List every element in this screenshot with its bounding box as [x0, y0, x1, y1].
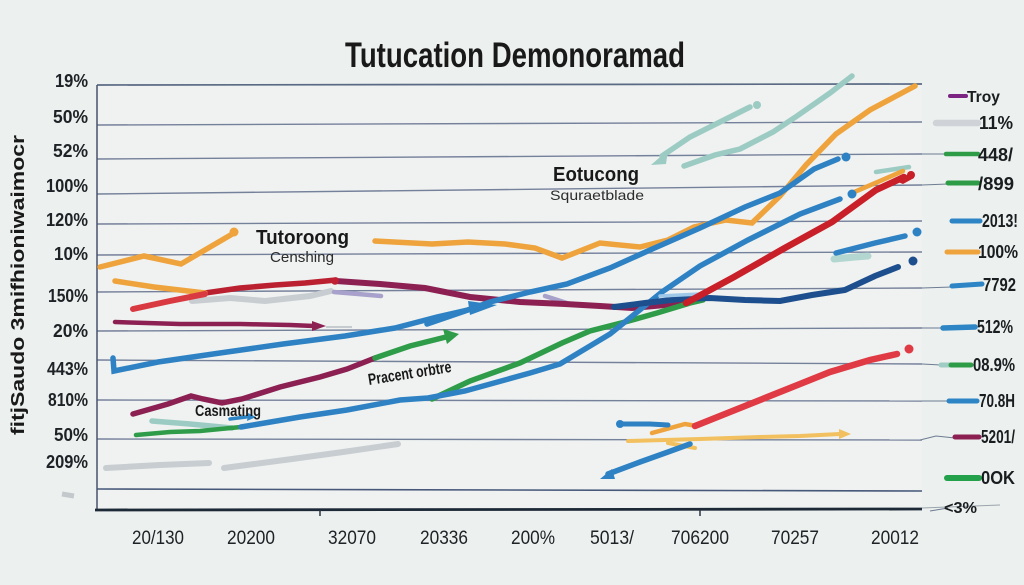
svg-text:Casmating: Casmating [195, 403, 261, 420]
svg-text:5201/: 5201/ [981, 427, 1015, 447]
svg-text:0OK: 0OK [981, 468, 1015, 488]
svg-text:100%: 100% [46, 176, 88, 196]
svg-text:706200: 706200 [671, 528, 729, 549]
svg-text:443%: 443% [47, 359, 88, 379]
svg-text:150%: 150% [48, 286, 88, 306]
svg-text:70.8H: 70.8H [979, 391, 1015, 411]
svg-text:2013!: 2013! [982, 211, 1018, 231]
svg-text:448/: 448/ [978, 145, 1013, 165]
svg-text:120%: 120% [46, 210, 88, 230]
svg-text:20012: 20012 [871, 528, 919, 549]
svg-text:11%: 11% [979, 113, 1013, 133]
svg-text:08.9%: 08.9% [973, 355, 1015, 375]
svg-text:209%: 209% [46, 452, 88, 472]
svg-text:512%: 512% [977, 317, 1013, 337]
svg-text:<3%: <3% [944, 500, 977, 517]
svg-text:50%: 50% [53, 107, 88, 127]
svg-text:20200: 20200 [227, 528, 275, 549]
svg-text:32070: 32070 [328, 528, 376, 549]
svg-text:Tutoroong: Tutoroong [256, 227, 349, 249]
svg-text:fitjSaudo 3mifhioniwaimocr: fitjSaudo 3mifhioniwaimocr [8, 135, 28, 435]
svg-text:5013/: 5013/ [590, 528, 635, 549]
svg-text:200%: 200% [511, 528, 555, 549]
svg-text:810%: 810% [48, 390, 88, 410]
svg-text:20336: 20336 [420, 528, 468, 549]
svg-text:70257: 70257 [771, 528, 819, 549]
svg-text:Eotucong: Eotucong [553, 164, 639, 186]
svg-text:Censhing: Censhing [270, 249, 334, 266]
svg-text:/899: /899 [978, 174, 1014, 194]
svg-text:20/130: 20/130 [132, 528, 184, 549]
svg-text:20%: 20% [53, 321, 88, 341]
svg-text:19%: 19% [55, 71, 88, 91]
svg-text:Tutucation Demonoramad: Tutucation Demonoramad [345, 36, 685, 75]
svg-text:7792: 7792 [983, 275, 1016, 295]
svg-text:Squraetblade: Squraetblade [550, 187, 644, 203]
svg-text:10%: 10% [54, 244, 88, 264]
svg-text:52%: 52% [53, 141, 88, 161]
svg-text:Troy: Troy [967, 89, 1000, 106]
svg-text:50%: 50% [54, 425, 88, 445]
svg-text:100%: 100% [978, 242, 1018, 262]
